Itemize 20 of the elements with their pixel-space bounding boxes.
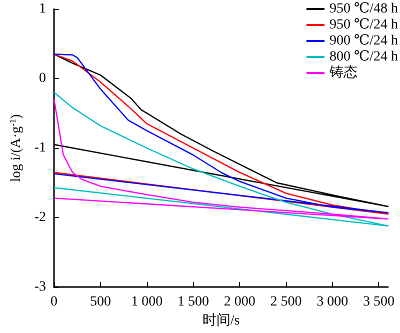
legend-label: 900 ℃/24 h — [329, 34, 398, 48]
x-tick-label: 0 — [50, 294, 58, 310]
y-tick-label: 0 — [39, 71, 46, 86]
legend-label: 800 ℃/24 h — [329, 50, 398, 64]
legend-label: 950 ℃/24 h — [329, 18, 398, 32]
y-axis-title: log i/(A·g-1) — [8, 114, 24, 182]
y-tick-label: -1 — [34, 140, 46, 156]
y-tick-label: 1 — [39, 2, 46, 16]
x-tick-label: 2 000 — [224, 294, 256, 310]
x-axis-title: 时间/s — [202, 312, 240, 328]
legend-label: 950 ℃/48 h — [329, 2, 398, 16]
y-tick-label: -2 — [34, 210, 46, 226]
x-tick-label: 1 500 — [177, 294, 209, 310]
legend-label: 铸态 — [328, 64, 358, 80]
x-tick-label: 3 500 — [362, 294, 394, 310]
x-tick-label: 500 — [90, 294, 111, 310]
x-tick-label: 1 000 — [131, 294, 163, 310]
y-tick-label: -3 — [34, 280, 46, 295]
x-tick-label: 3 000 — [316, 294, 348, 310]
x-tick-label: 2 500 — [270, 294, 302, 310]
